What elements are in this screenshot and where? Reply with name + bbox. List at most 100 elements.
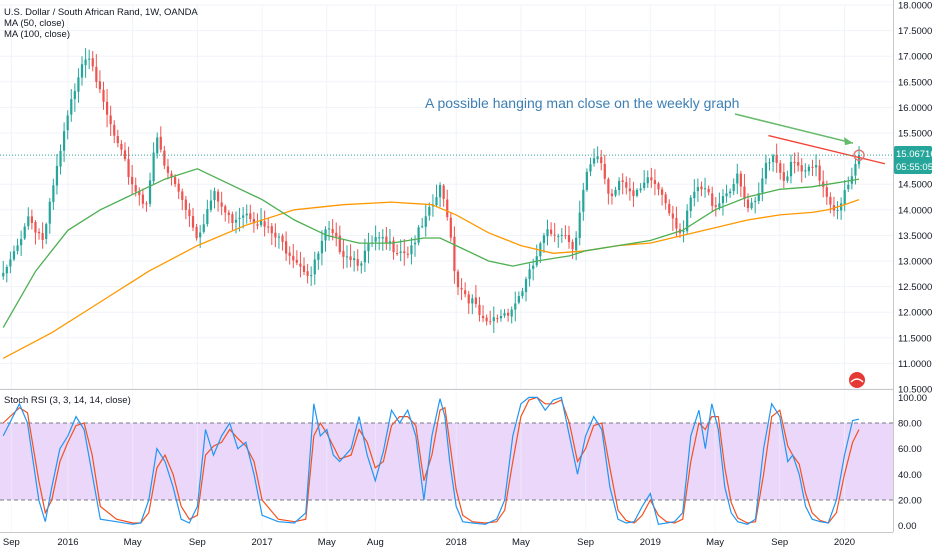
- candle-body: [234, 219, 238, 223]
- time-tick-label: May: [318, 537, 336, 548]
- candle-body: [113, 124, 116, 136]
- candle-body: [270, 226, 273, 234]
- candle-body: [45, 224, 48, 239]
- candle-body: [496, 318, 499, 320]
- candle-body: [220, 202, 223, 207]
- candle-body: [682, 231, 685, 233]
- candle-body: [453, 236, 456, 272]
- candle-body: [707, 188, 710, 193]
- candle-body: [521, 291, 524, 297]
- candle-body: [403, 251, 406, 254]
- candle-body: [793, 162, 796, 164]
- stoch-rsi-axis[interactable]: 100.00 80.00 60.00 40.00 20.00 0.00: [898, 393, 927, 532]
- candle-body: [625, 182, 628, 188]
- time-tick-label: 2019: [640, 537, 661, 548]
- candle-body: [471, 298, 474, 304]
- candle-body: [729, 191, 732, 194]
- candle-body: [718, 203, 721, 208]
- candle-body: [703, 188, 707, 190]
- time-tick-label: Sep: [577, 537, 594, 548]
- candle-body: [345, 256, 349, 258]
- candle-body: [807, 166, 811, 172]
- candle-body: [635, 189, 639, 196]
- candle-body: [378, 237, 381, 239]
- candle-body: [116, 136, 119, 144]
- candle-body: [750, 202, 753, 209]
- candle-body: [263, 221, 266, 227]
- candle-body: [736, 173, 739, 184]
- candle-body: [811, 166, 814, 168]
- price-tick-label: 13.50000: [898, 231, 932, 242]
- candle-body: [575, 237, 578, 251]
- candle-body: [686, 210, 689, 232]
- candle-body: [607, 179, 610, 194]
- candle-body: [374, 237, 377, 242]
- candle-body: [564, 235, 567, 237]
- candle-body: [177, 183, 180, 192]
- candle-body: [524, 279, 528, 292]
- candle-body: [446, 199, 449, 218]
- symbol-title: U.S. Dollar / South African Rand, 1W, OA…: [4, 7, 198, 18]
- candle-body: [41, 233, 44, 240]
- candle-body: [59, 150, 62, 167]
- stoch-rsi-series[interactable]: [2, 396, 860, 525]
- candle-body: [88, 58, 91, 60]
- candle-body: [847, 184, 850, 190]
- candle-body: [714, 205, 717, 207]
- candle-body: [295, 259, 298, 263]
- candle-body: [73, 91, 76, 100]
- candle-body: [62, 131, 66, 151]
- candle-body: [195, 226, 198, 239]
- candle-body: [84, 59, 87, 66]
- candle-body: [313, 259, 316, 275]
- candle-body: [829, 196, 832, 205]
- candle-body: [499, 316, 503, 319]
- candle-body: [456, 271, 460, 288]
- candle-body: [589, 164, 592, 172]
- candle-body: [618, 180, 621, 191]
- price-tick-label: 10.50000: [898, 385, 932, 396]
- candle-body: [789, 161, 793, 177]
- price-tick-label: 16.00000: [898, 103, 932, 114]
- candle-body: [134, 185, 137, 192]
- candle-body: [52, 185, 55, 203]
- candle-body: [302, 265, 306, 272]
- candle-body: [413, 242, 417, 245]
- stoch-rsi-tick-label: 80.00: [898, 419, 922, 430]
- candle-body: [786, 176, 789, 181]
- price-tick-label: 11.00000: [898, 359, 932, 370]
- candle-body: [474, 297, 478, 304]
- candle-body: [421, 226, 424, 228]
- candle-body: [156, 137, 159, 154]
- candle-body: [489, 321, 492, 323]
- time-axis[interactable]: Sep 2016 May Sep 2017 May Aug 2018 May Sep 2019 May…: [3, 537, 855, 548]
- time-tick-label: 2017: [252, 537, 273, 548]
- time-tick-label: May: [512, 537, 530, 548]
- candle-body: [77, 77, 80, 92]
- candle-body: [70, 99, 73, 115]
- candle-body: [131, 176, 134, 185]
- annotation-text[interactable]: A possible hanging man close on the week…: [425, 95, 739, 111]
- stoch-rsi-tick-label: 20.00: [898, 495, 922, 506]
- stoch-rsi-tick-label: 60.00: [898, 444, 922, 455]
- candle-body: [818, 165, 821, 181]
- price-tick-label: 18.00000: [898, 1, 932, 12]
- candle-body: [628, 188, 631, 192]
- candle-body: [48, 201, 51, 224]
- candle-body: [746, 199, 750, 209]
- candle-body: [657, 183, 660, 190]
- candle-body: [653, 180, 657, 185]
- main-price-series[interactable]: [2, 48, 861, 333]
- bar-countdown: 05:55:05: [896, 162, 932, 173]
- candle-body: [12, 251, 16, 260]
- candle-body: [779, 163, 782, 173]
- candle-body: [596, 156, 599, 160]
- candle-body: [675, 217, 678, 229]
- tradingview-logo-icon[interactable]: [849, 372, 865, 388]
- price-tick-label: 12.50000: [898, 282, 932, 293]
- candle-body: [639, 188, 642, 191]
- price-tick-label: 16.50000: [898, 77, 932, 88]
- candle-body: [338, 235, 341, 253]
- candle-body: [739, 173, 742, 187]
